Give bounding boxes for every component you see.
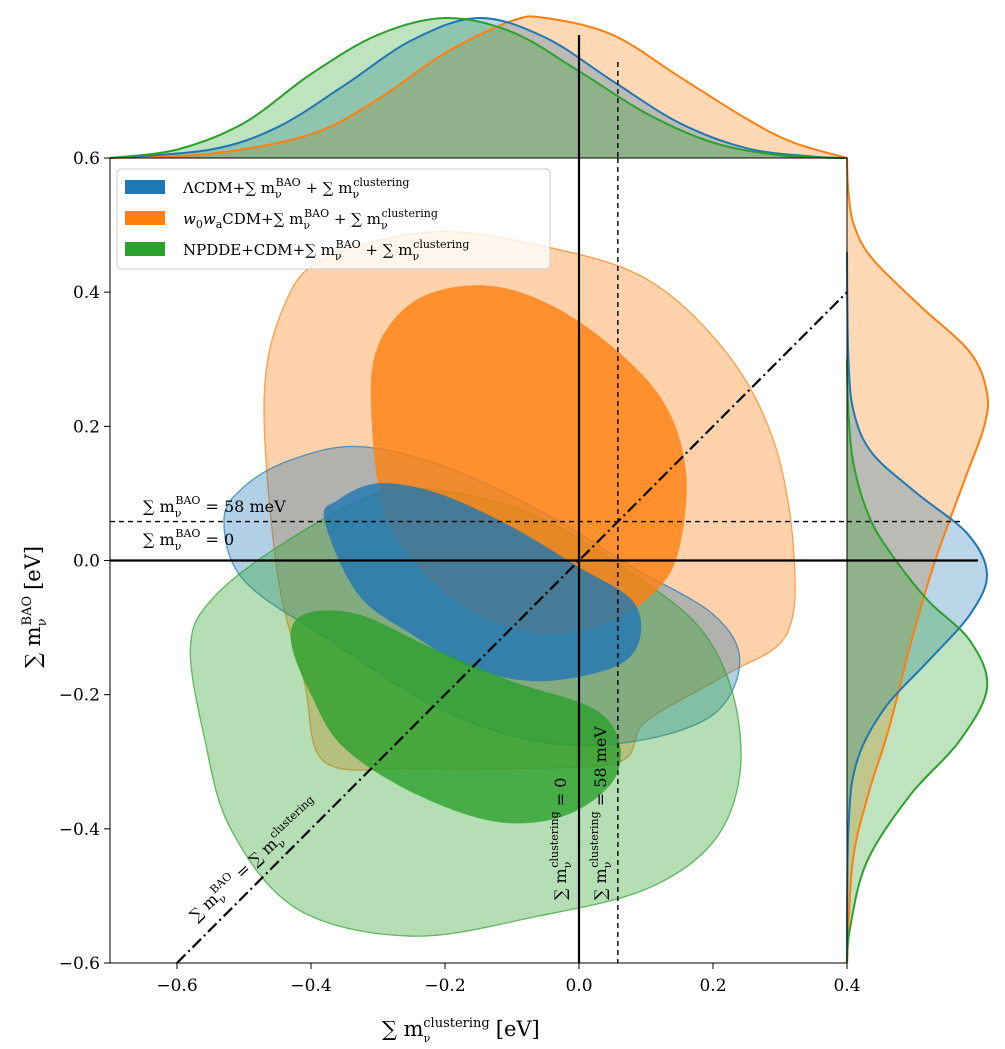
right-marginal-line-w0wacdm — [846, 157, 990, 964]
x-tick-label: −0.6 — [156, 976, 197, 996]
x-tick-label: 0.2 — [699, 976, 726, 996]
y-tick-label: 0.6 — [73, 149, 100, 169]
legend-swatch-lcdm — [125, 180, 165, 194]
contour-68-cdm — [323, 483, 642, 682]
reference-lines — [110, 158, 847, 963]
top-marginal-panel — [109, 15, 848, 159]
annotation-clustering-58mev: ∑ mνclustering = 58 meV — [588, 726, 614, 900]
right-marginal-line-npddecdm — [846, 359, 989, 964]
y-axis-title: ∑ mνBAO[eV] — [20, 546, 50, 668]
annotation-bao-zero: ∑ mνBAO = 0 — [143, 527, 234, 553]
main-panel — [110, 158, 847, 963]
axis-ticks: −0.6 −0.4 −0.2 0.0 0.2 0.4 −0.6 −0.4 −0.2 0.0 0.2 0… — [59, 149, 861, 996]
ref-line-diagonal — [176, 291, 847, 963]
top-marginal-fill-cdm — [110, 17, 847, 159]
contour-68-npddecdm — [290, 610, 621, 824]
x-axis-title: ∑ mνclustering [eV] — [382, 1016, 540, 1045]
top-marginal-line-cdm — [109, 16, 848, 159]
legend-swatch-w0wacdm — [125, 211, 165, 225]
annotation-clustering-zero: ∑ mνclustering = 0 — [548, 778, 574, 900]
x-tick-label: 0.0 — [565, 976, 592, 996]
top-marginal-line-npddecdm — [109, 16, 848, 159]
legend-swatch-npdde — [125, 242, 165, 256]
annotation-bao-58mev: ∑ mνBAO = 58 meV — [143, 494, 286, 520]
right-marginal-line-cdm — [846, 251, 989, 964]
x-tick-label: −0.4 — [290, 976, 331, 996]
y-tick-label: −0.2 — [59, 686, 100, 706]
y-tick-label: 0.0 — [73, 552, 100, 572]
legend-label-lcdm: ΛCDM+∑ mνBAO + ∑ mνclustering — [182, 176, 409, 201]
reference-line-extensions — [577, 35, 978, 562]
top-marginal-fill-npddecdm — [110, 17, 847, 158]
right-marginal-fill-npddecdm — [847, 359, 988, 963]
legend: ΛCDM+∑ mνBAO + ∑ mνclustering w0waCDM+∑ … — [116, 168, 551, 270]
y-tick-label: −0.4 — [59, 820, 100, 840]
x-tick-label: −0.2 — [424, 976, 465, 996]
y-tick-label: 0.4 — [73, 283, 100, 303]
right-marginal-fill-cdm — [847, 251, 988, 963]
legend-label-npdde: NPDDE+CDM+∑ mνBAO + ∑ mνclustering — [183, 238, 469, 263]
y-tick-label: −0.6 — [59, 954, 100, 974]
legend-box — [116, 168, 551, 270]
x-tick-label: 0.4 — [833, 976, 860, 996]
legend-label-w0wacdm: w0waCDM+∑ mνBAO + ∑ mνclustering — [183, 207, 438, 232]
top-marginal-line-w0wacdm — [109, 15, 848, 159]
y-tick-label: 0.2 — [73, 417, 100, 437]
